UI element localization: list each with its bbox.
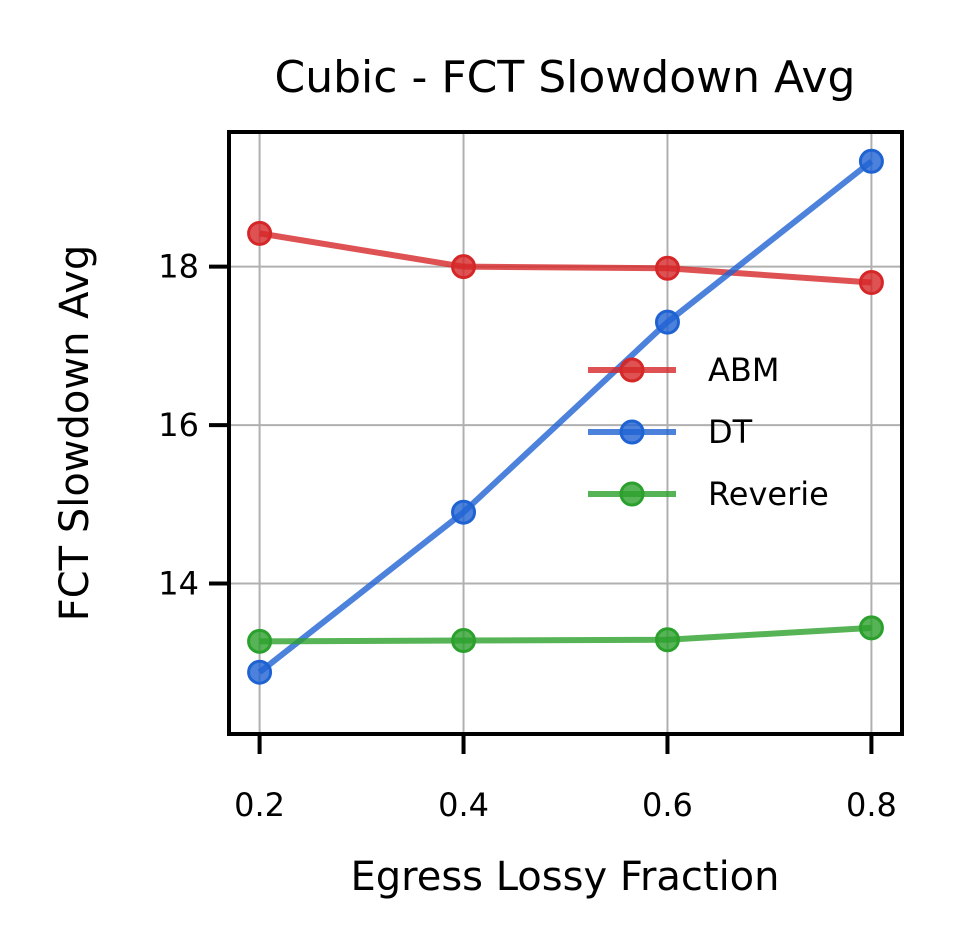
series-line-dt <box>257 158 874 675</box>
y-axis-ticks: 14 16 18 <box>158 248 229 603</box>
data-point-dt <box>654 309 680 335</box>
series-lines <box>257 158 874 675</box>
x-tick-label: 0.2 <box>234 786 285 824</box>
legend-label-dt: DT <box>708 413 753 451</box>
x-tick-label: 0.6 <box>642 786 693 824</box>
series-line-reverie <box>259 624 872 645</box>
legend-marker-abm <box>619 357 645 383</box>
data-point-abm <box>654 255 680 281</box>
y-tick-label: 14 <box>158 565 199 603</box>
data-point-dt <box>451 499 477 525</box>
data-point-reverie <box>654 627 680 653</box>
data-point-abm <box>858 270 884 295</box>
legend-label-reverie: Reverie <box>708 475 829 513</box>
data-point-reverie <box>451 628 477 654</box>
y-tick-label: 16 <box>158 406 199 444</box>
x-tick-label: 0.8 <box>846 786 897 824</box>
data-point-dt <box>247 659 273 685</box>
legend-marker-reverie <box>619 481 645 507</box>
data-point-abm <box>451 254 477 280</box>
data-point-reverie <box>247 628 273 654</box>
x-tick-label: 0.4 <box>438 786 489 824</box>
data-point-reverie <box>858 615 884 641</box>
x-axis-label: Egress Lossy Fraction <box>350 854 779 900</box>
legend: ABM DT Reverie <box>588 351 829 513</box>
chart-title: Cubic - FCT Slowdown Avg <box>275 52 856 103</box>
y-axis-label: FCT Slowdown Avg <box>52 245 98 622</box>
legend-marker-dt <box>619 419 645 445</box>
data-point-abm <box>247 220 273 246</box>
series-points <box>247 148 884 685</box>
plot-frame <box>227 130 904 736</box>
series-line-abm <box>259 230 872 286</box>
y-tick-label: 18 <box>158 248 199 286</box>
legend-label-abm: ABM <box>708 351 779 389</box>
x-axis-ticks: 0.2 0.4 0.6 0.8 <box>234 734 897 824</box>
data-point-dt <box>858 148 884 174</box>
